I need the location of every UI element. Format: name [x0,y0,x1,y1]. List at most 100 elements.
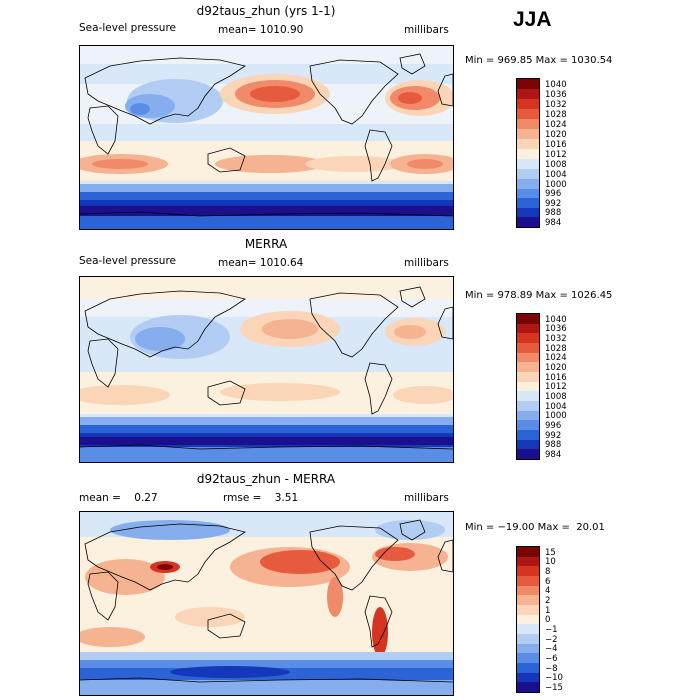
panel-1-title: d92taus_zhun (yrs 1-1) [196,4,336,18]
colorbar-label: 1024 [545,120,567,130]
panel-2-title: MERRA [244,237,288,251]
colorbar-swatch [517,382,539,391]
colorbar-label: 1004 [545,402,567,412]
colorbar-swatch [517,362,539,372]
colorbar-label: 0 [545,615,551,625]
slp-model-field [80,46,453,229]
panel-2-mean: mean= 1010.64 [218,257,304,269]
colorbar-swatch [517,653,539,663]
colorbar-label: −15 [545,683,563,693]
colorbar-label: 996 [545,421,562,431]
panel-2-variable: Sea-level pressure [79,255,177,267]
colorbar-swatch [517,391,539,401]
colorbar-label: −4 [545,644,558,654]
colorbar-label: 1028 [545,110,567,120]
colorbar-swatch [517,217,539,227]
panel-1-map [79,45,454,230]
colorbar-label: −1 [545,625,558,635]
panel-2-minmax: Min = 978.89 Max = 1026.45 [465,290,613,301]
colorbar-label: 988 [545,440,562,450]
colorbar-swatch [517,79,539,89]
panel-3-rmse: rmse = 3.51 [223,492,299,504]
colorbar-swatch [517,169,539,179]
colorbar-swatch [517,198,539,208]
colorbar-swatch [517,624,539,634]
colorbar-swatch [517,89,539,99]
colorbar-label: 1040 [545,315,567,325]
colorbar-label: 996 [545,189,562,199]
colorbar-swatch [517,566,539,576]
colorbar-label: 1020 [545,130,567,140]
colorbar-swatch [517,99,539,109]
colorbar-swatch [517,208,539,217]
colorbar-swatch [517,673,539,682]
panel-3-units: millibars [404,492,449,504]
season-label: JJA [513,8,552,31]
colorbar-label: 6 [545,577,551,587]
colorbar-label: 1032 [545,100,567,110]
colorbar-swatch [517,179,539,189]
colorbar-swatch [517,420,539,430]
colorbar-label: 1000 [545,180,567,190]
colorbar-swatch [517,605,539,615]
colorbar-swatch [517,353,539,362]
slp-merra-field [80,277,453,462]
colorbar-label: 8 [545,567,551,577]
colorbar-swatch [517,324,539,333]
panel-3-colorbar [516,546,540,693]
colorbar-label: −6 [545,654,558,664]
colorbar-label: −2 [545,635,558,645]
panel-1-mean: mean= 1010.90 [218,24,304,36]
colorbar-label: 984 [545,218,562,228]
colorbar-swatch [517,109,539,119]
colorbar-swatch [517,634,539,644]
colorbar-swatch [517,159,539,169]
colorbar-label: −10 [545,673,563,683]
colorbar-swatch [517,333,539,343]
colorbar-label: 1004 [545,170,567,180]
panel-1-variable: Sea-level pressure [79,22,177,34]
colorbar-swatch [517,440,539,449]
panel-3-colorbar-labels: 15 10 8 6 4 2 1 0 −1 −2 −4 −6 −8 −10 −15 [545,546,585,693]
colorbar-label: 984 [545,450,562,460]
colorbar-label: 1040 [545,80,567,90]
colorbar-label: 1012 [545,150,567,160]
panel-2-colorbar [516,313,540,460]
panel-1-units: millibars [404,24,449,36]
colorbar-label: 1024 [545,353,567,363]
slp-difference-field [80,512,453,695]
colorbar-label: 10 [545,557,556,567]
colorbar-label: 1016 [545,140,567,150]
panel-1-minmax: Min = 969.85 Max = 1030.54 [465,55,613,66]
colorbar-label: 4 [545,586,551,596]
colorbar-label: 1020 [545,363,567,373]
colorbar-swatch [517,615,539,624]
panel-2-units: millibars [404,257,449,269]
colorbar-swatch [517,586,539,595]
colorbar-swatch [517,139,539,149]
colorbar-label: 1028 [545,344,567,354]
colorbar-swatch [517,411,539,420]
colorbar-label: 1036 [545,90,567,100]
colorbar-label: 992 [545,431,562,441]
panel-3-title: d92taus_zhun - MERRA [196,472,336,486]
colorbar-swatch [517,189,539,198]
colorbar-swatch [517,430,539,440]
panel-2-map [79,276,454,463]
colorbar-swatch [517,314,539,324]
colorbar-label: 1 [545,606,551,616]
panel-1-colorbar [516,78,540,228]
colorbar-label: 988 [545,208,562,218]
colorbar-swatch [517,557,539,566]
colorbar-label: 1008 [545,160,567,170]
colorbar-swatch [517,149,539,159]
colorbar-swatch [517,644,539,653]
colorbar-swatch [517,401,539,411]
colorbar-swatch [517,547,539,557]
colorbar-label: 15 [545,548,556,558]
colorbar-label: 1036 [545,324,567,334]
colorbar-label: 1032 [545,334,567,344]
panel-2-colorbar-labels: 1040 1036 1032 1028 1024 1020 1016 1012 … [545,313,585,460]
colorbar-swatch [517,129,539,139]
colorbar-swatch [517,576,539,586]
